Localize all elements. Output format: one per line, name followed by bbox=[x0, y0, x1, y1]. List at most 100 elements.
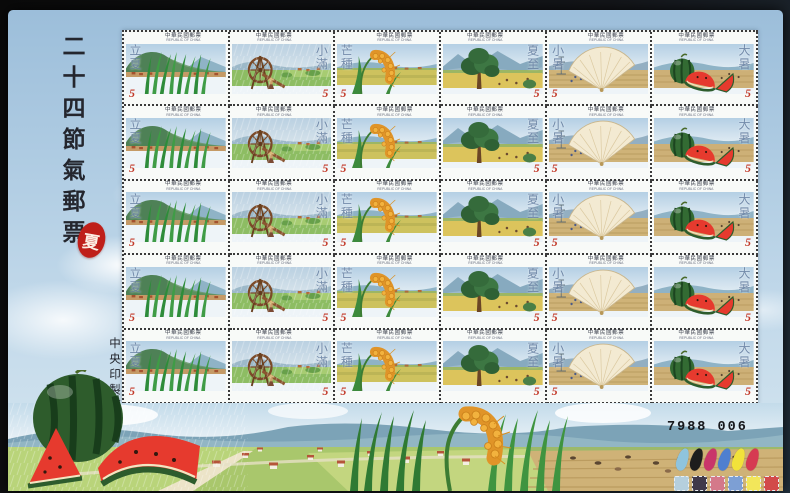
stamp-inscription: 中華民國郵票 REPUBLIC OF CHINA bbox=[549, 255, 649, 267]
stamp-denomination: 5 bbox=[129, 86, 135, 101]
stamp-country-cn: 中華民國郵票 bbox=[678, 330, 715, 337]
stamp-scene bbox=[337, 43, 437, 94]
stamp-denomination: 5 bbox=[551, 309, 558, 324]
stamp-country-cn: 中華民國郵票 bbox=[678, 106, 715, 113]
stamp-country-cn: 中華民國郵票 bbox=[587, 32, 625, 39]
stamp-inscription: 中華民國郵票 REPUBLIC OF CHINA bbox=[549, 330, 649, 341]
stamp-inscription: 中華民國郵票 REPUBLIC OF CHINA bbox=[443, 182, 543, 192]
stamp-scene bbox=[337, 266, 437, 317]
color-check-mark bbox=[730, 446, 747, 473]
stamp-scene bbox=[231, 43, 332, 94]
stamp-scene bbox=[231, 192, 332, 243]
stamp-denomination: 5 bbox=[322, 86, 329, 101]
stamp-term-label: 芒種 bbox=[339, 192, 354, 220]
stamp-denomination: 5 bbox=[744, 235, 751, 250]
stamp-country-en: REPUBLIC OF CHINA bbox=[588, 187, 624, 192]
stamp-inscription: 中華民國郵票 REPUBLIC OF CHINA bbox=[337, 330, 437, 341]
stamp: 中華民國郵票 REPUBLIC OF CHINA 大暑 5 bbox=[652, 106, 758, 181]
stamp-scene bbox=[548, 266, 649, 317]
stamp-denomination: 5 bbox=[129, 160, 135, 175]
stamp-country-en: REPUBLIC OF CHINA bbox=[679, 38, 714, 43]
stamp-term-label: 夏至 bbox=[525, 118, 540, 146]
stamp-denomination: 5 bbox=[551, 160, 558, 175]
stamp-denomination: 5 bbox=[340, 160, 347, 175]
stamp-country-en: REPUBLIC OF CHINA bbox=[256, 38, 292, 43]
stamp: 中華民國郵票 REPUBLIC OF CHINA 小滿 5 bbox=[229, 32, 336, 107]
color-check-swatch bbox=[764, 476, 779, 491]
stamp-denomination: 5 bbox=[533, 309, 540, 324]
sheet-number: 7988 006 bbox=[667, 420, 748, 435]
stamp-country-en: REPUBLIC OF CHINA bbox=[679, 261, 714, 266]
stamp: 中華民國郵票 REPUBLIC OF CHINA 芒種 5 bbox=[335, 255, 441, 330]
stamp-term-label: 小暑 bbox=[550, 341, 565, 369]
stamp-denomination: 5 bbox=[744, 86, 751, 101]
stamp-country-cn: 中華民國郵票 bbox=[587, 106, 625, 113]
stamp-country-cn: 中華民國郵票 bbox=[376, 181, 413, 188]
stamp-term-label: 大暑 bbox=[736, 192, 751, 220]
stamp-scene bbox=[548, 341, 649, 392]
stamp-scene bbox=[654, 192, 754, 243]
stamp: 中華民國郵票 REPUBLIC OF CHINA 芒種 5 bbox=[335, 329, 441, 404]
stamp-inscription: 中華民國郵票 REPUBLIC OF CHINA bbox=[654, 256, 754, 267]
stamp-country-cn: 中華民國郵票 bbox=[587, 255, 625, 262]
stamp-country-cn: 中華民國郵票 bbox=[376, 106, 413, 113]
stamp-denomination: 5 bbox=[533, 160, 540, 175]
color-check-swatch bbox=[692, 476, 707, 491]
stamp-country-en: REPUBLIC OF CHINA bbox=[588, 112, 624, 118]
color-check-mark bbox=[688, 446, 705, 473]
stamp: 中華民國郵票 REPUBLIC OF CHINA 夏至 5 bbox=[440, 106, 547, 181]
stamp-country-en: REPUBLIC OF CHINA bbox=[588, 38, 624, 43]
stamp-denomination: 5 bbox=[744, 309, 751, 324]
stamp-country-en: REPUBLIC OF CHINA bbox=[679, 112, 714, 118]
stamp-country-en: REPUBLIC OF CHINA bbox=[166, 336, 201, 341]
stamp-country-cn: 中華民國郵票 bbox=[376, 255, 413, 262]
stamp: 中華民國郵票 REPUBLIC OF CHINA 小暑 5 bbox=[546, 106, 653, 181]
stamp-country-cn: 中華民國郵票 bbox=[678, 32, 715, 39]
watermelon-wedge-slice bbox=[27, 428, 83, 489]
stamp: 中華民國郵票 REPUBLIC OF CHINA 芒種 5 bbox=[335, 180, 441, 256]
stamp: 中華民國郵票 REPUBLIC OF CHINA 立夏 5 bbox=[124, 255, 230, 330]
stamp-inscription: 中華民國郵票 REPUBLIC OF CHINA bbox=[232, 107, 332, 118]
stamp-country-en: REPUBLIC OF CHINA bbox=[256, 112, 292, 118]
stamp-term-label: 小滿 bbox=[314, 44, 329, 71]
stamp-denomination: 5 bbox=[533, 86, 540, 101]
stamp-country-en: REPUBLIC OF CHINA bbox=[166, 112, 201, 118]
stamp: 中華民國郵票 REPUBLIC OF CHINA 小滿 5 bbox=[229, 180, 336, 256]
stamp: 中華民國郵票 REPUBLIC OF CHINA 芒種 5 bbox=[335, 106, 441, 181]
stamp-scene bbox=[442, 341, 543, 392]
color-check-mark bbox=[702, 446, 719, 473]
stamp: 中華民國郵票 REPUBLIC OF CHINA 芒種 5 bbox=[335, 32, 441, 107]
stamp-scene bbox=[337, 341, 437, 392]
stamp: 中華民國郵票 REPUBLIC OF CHINA 大暑 5 bbox=[652, 329, 758, 404]
stamp-denomination: 5 bbox=[551, 86, 558, 101]
stamp-scene bbox=[337, 117, 437, 168]
stamp-term-label: 立夏 bbox=[128, 341, 142, 369]
stamp-country-en: REPUBLIC OF CHINA bbox=[377, 336, 412, 341]
color-check-mark bbox=[674, 446, 691, 473]
stamp-country-cn: 中華民國郵票 bbox=[376, 330, 413, 337]
stamp-denomination: 5 bbox=[322, 160, 329, 175]
stamp-scene bbox=[126, 341, 226, 392]
stamp-scene bbox=[442, 192, 543, 243]
stamp-term-label: 大暑 bbox=[736, 118, 751, 146]
stamp-country-en: REPUBLIC OF CHINA bbox=[256, 336, 292, 341]
stamp-inscription: 中華民國郵票 REPUBLIC OF CHINA bbox=[232, 256, 332, 267]
stamp-inscription: 中華民國郵票 REPUBLIC OF CHINA bbox=[549, 106, 649, 118]
stamp-sheet: 二十四節氣郵票 夏 中央印製廠 中華民國郵票 REPUBLIC OF CHINA… bbox=[8, 10, 783, 491]
selvage-watermelon bbox=[27, 370, 200, 489]
stamp-country-en: REPUBLIC OF CHINA bbox=[468, 187, 503, 192]
stamp-term-label: 立夏 bbox=[128, 267, 142, 295]
stamp-term-label: 夏至 bbox=[525, 44, 540, 71]
stamp-denomination: 5 bbox=[322, 384, 329, 398]
stamp-denomination: 5 bbox=[322, 309, 329, 324]
stamp-term-label: 芒種 bbox=[339, 267, 354, 295]
stamp: 中華民國郵票 REPUBLIC OF CHINA 小暑 5 bbox=[546, 329, 653, 404]
stamp: 中華民國郵票 REPUBLIC OF CHINA 大暑 5 bbox=[652, 32, 758, 107]
stamp-term-label: 大暑 bbox=[736, 341, 751, 369]
stamp-country-cn: 中華民國郵票 bbox=[467, 181, 504, 188]
stamp-country-en: REPUBLIC OF CHINA bbox=[679, 336, 714, 341]
stamp-country-en: REPUBLIC OF CHINA bbox=[166, 38, 201, 43]
stamp-inscription: 中華民國郵票 REPUBLIC OF CHINA bbox=[232, 33, 332, 44]
stamp-scene bbox=[126, 43, 226, 94]
stamp-country-cn: 中華民國郵票 bbox=[467, 330, 504, 337]
